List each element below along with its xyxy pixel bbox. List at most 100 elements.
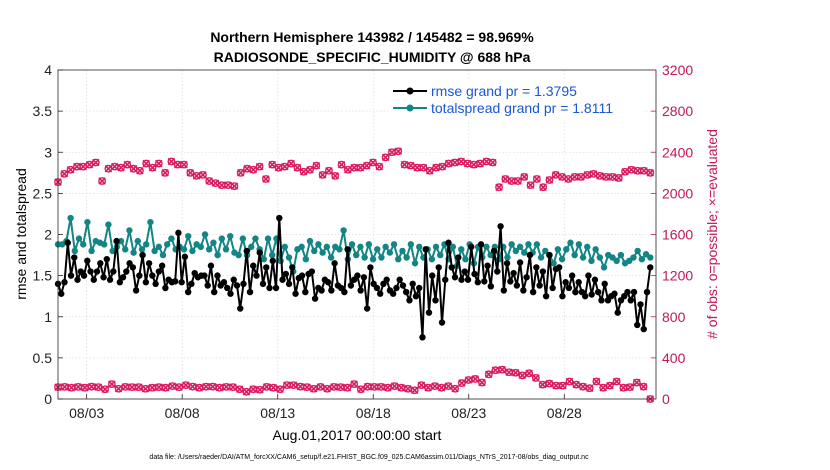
rmse-point — [363, 305, 371, 312]
obs-evaluated-marker — [262, 175, 270, 183]
obs-evaluated-marker — [602, 173, 610, 181]
obs-evaluated-marker — [293, 163, 302, 172]
totalspread-point — [134, 237, 142, 245]
totalspread-point — [365, 241, 373, 248]
totalspread-point — [210, 239, 217, 246]
obs-evaluated-marker-x — [81, 383, 89, 392]
legend-spread-marker — [406, 104, 414, 112]
obs-evaluated-marker — [463, 159, 472, 168]
obs-evaluated-marker-o — [626, 383, 634, 392]
obs-evaluated-marker-o — [558, 381, 567, 390]
totalspread-point — [71, 247, 79, 255]
rmse-point — [224, 284, 231, 292]
obs-possible-marker — [161, 168, 170, 177]
y2-tick-label: 3200 — [662, 62, 693, 78]
obs-evaluated-marker — [218, 181, 226, 189]
obs-evaluated-marker — [488, 158, 497, 167]
obs-evaluated-marker-x — [491, 366, 500, 374]
obs-evaluated-marker — [136, 166, 144, 175]
totalspread-point — [105, 221, 112, 228]
obs-evaluated-marker-o — [94, 383, 103, 392]
rmse-point — [568, 272, 576, 279]
obs-evaluated-marker — [268, 160, 276, 169]
obs-evaluated-marker-x — [60, 383, 69, 391]
obs-evaluated-marker — [514, 177, 522, 185]
totalspread-point — [302, 255, 310, 263]
rmse-point — [145, 260, 153, 267]
obs-possible-marker — [375, 162, 384, 171]
totalspread-point — [214, 251, 221, 259]
totalspread-point — [458, 246, 465, 253]
rmse-point — [546, 251, 553, 259]
obs-evaluated-marker — [180, 160, 188, 169]
rmse-point — [324, 279, 332, 286]
obs-evaluated-marker — [539, 183, 547, 191]
obs-evaluated-marker-x — [532, 374, 540, 382]
y-tick-label: 0 — [44, 391, 52, 407]
obs-evaluated-marker-x — [182, 381, 190, 389]
obs-evaluated-marker-x — [235, 385, 244, 393]
obs-evaluated-marker — [476, 159, 484, 168]
totalspread-point — [638, 255, 646, 263]
obs-evaluated-marker-x — [464, 376, 473, 384]
rmse-point — [575, 279, 582, 286]
rmse-point — [162, 284, 169, 292]
rmse-point — [71, 254, 78, 261]
obs-evaluated-marker-x — [101, 385, 109, 393]
obs-evaluated-marker-o — [451, 384, 459, 393]
obs-evaluated-marker-x — [431, 382, 439, 390]
totalspread-point — [525, 241, 532, 248]
totalspread-point — [432, 243, 440, 251]
totalspread-point — [311, 247, 318, 255]
obs-evaluated-marker-o — [350, 380, 359, 388]
obs-evaluated-marker-x — [94, 383, 103, 391]
totalspread-point — [558, 255, 566, 263]
obs-evaluated-marker — [545, 176, 554, 184]
totalspread-point — [596, 254, 604, 261]
rmse-point — [142, 279, 150, 286]
x-tick-label: 08/08 — [165, 405, 200, 421]
obs-evaluated-marker-o — [309, 384, 318, 393]
obs-evaluated-marker-o — [276, 385, 285, 394]
rmse-point — [624, 288, 631, 296]
rmse-point — [58, 290, 65, 297]
obs-evaluated-marker — [495, 183, 503, 191]
obs-evaluated-marker-o — [484, 370, 493, 379]
obs-possible-marker — [325, 166, 333, 175]
obs-evaluated-marker — [520, 173, 529, 181]
rmse-point — [464, 276, 472, 283]
obs-evaluated-marker — [558, 173, 566, 181]
rmse-point — [595, 288, 602, 296]
obs-evaluated-marker-o — [599, 383, 608, 392]
rmse-point — [74, 276, 81, 283]
rmse-point — [211, 288, 218, 296]
obs-evaluated-marker — [362, 161, 371, 170]
obs-evaluated-marker-o — [343, 383, 352, 392]
rmse-point — [422, 246, 429, 253]
rmse-point — [507, 278, 514, 285]
rmse-point — [90, 276, 97, 283]
obs-evaluated-marker-x — [74, 383, 82, 391]
totalspread-point — [554, 246, 562, 253]
rmse-point — [93, 268, 101, 275]
totalspread-point — [567, 239, 574, 246]
rmse-point — [367, 264, 374, 271]
obs-evaluated-marker-x — [168, 382, 177, 390]
obs-evaluated-marker-x — [599, 383, 607, 392]
obs-evaluated-marker — [205, 177, 213, 185]
obs-possible-marker — [369, 158, 377, 167]
totalspread-point — [399, 247, 406, 255]
obs-evaluated-marker — [356, 163, 365, 172]
obs-evaluated-marker — [331, 172, 339, 180]
totalspread-point — [533, 241, 541, 248]
rmse-point — [445, 239, 452, 246]
obs-evaluated-marker — [375, 162, 384, 171]
totalspread-point — [571, 251, 578, 259]
obs-evaluated-marker-x — [161, 383, 170, 392]
obs-evaluated-marker — [186, 169, 195, 177]
obs-evaluated-marker-x — [585, 384, 594, 392]
obs-possible-marker — [199, 170, 207, 179]
obs-evaluated-marker-x — [525, 369, 533, 378]
rmse-point — [178, 279, 185, 286]
obs-evaluated-marker-x — [444, 382, 453, 390]
